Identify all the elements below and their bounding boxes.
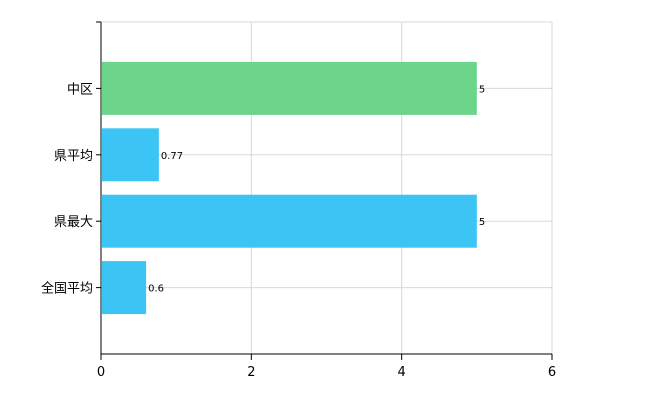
data-label: 5 <box>479 84 485 95</box>
y-tick-label: 県最大 <box>54 215 93 230</box>
bar <box>102 194 477 248</box>
x-axis-ticks: 0 2 4 6 <box>97 354 556 380</box>
data-labels: 5 0.77 5 0.6 <box>148 84 485 294</box>
bar <box>102 128 159 182</box>
y-tick-label: 中区 <box>67 82 93 97</box>
bar <box>102 261 147 315</box>
x-tick-label: 6 <box>548 365 556 380</box>
bars <box>102 61 477 315</box>
data-label: 0.77 <box>161 151 183 162</box>
axes <box>100 22 552 355</box>
x-tick-label: 4 <box>398 365 406 380</box>
bar <box>102 61 477 115</box>
x-tick-label: 2 <box>247 365 255 380</box>
y-tick-label: 全国平均 <box>41 281 93 297</box>
y-tick-label: 県平均 <box>54 149 93 164</box>
data-label: 0.6 <box>148 284 164 295</box>
x-tick-label: 0 <box>97 365 105 380</box>
data-label: 5 <box>479 217 485 228</box>
